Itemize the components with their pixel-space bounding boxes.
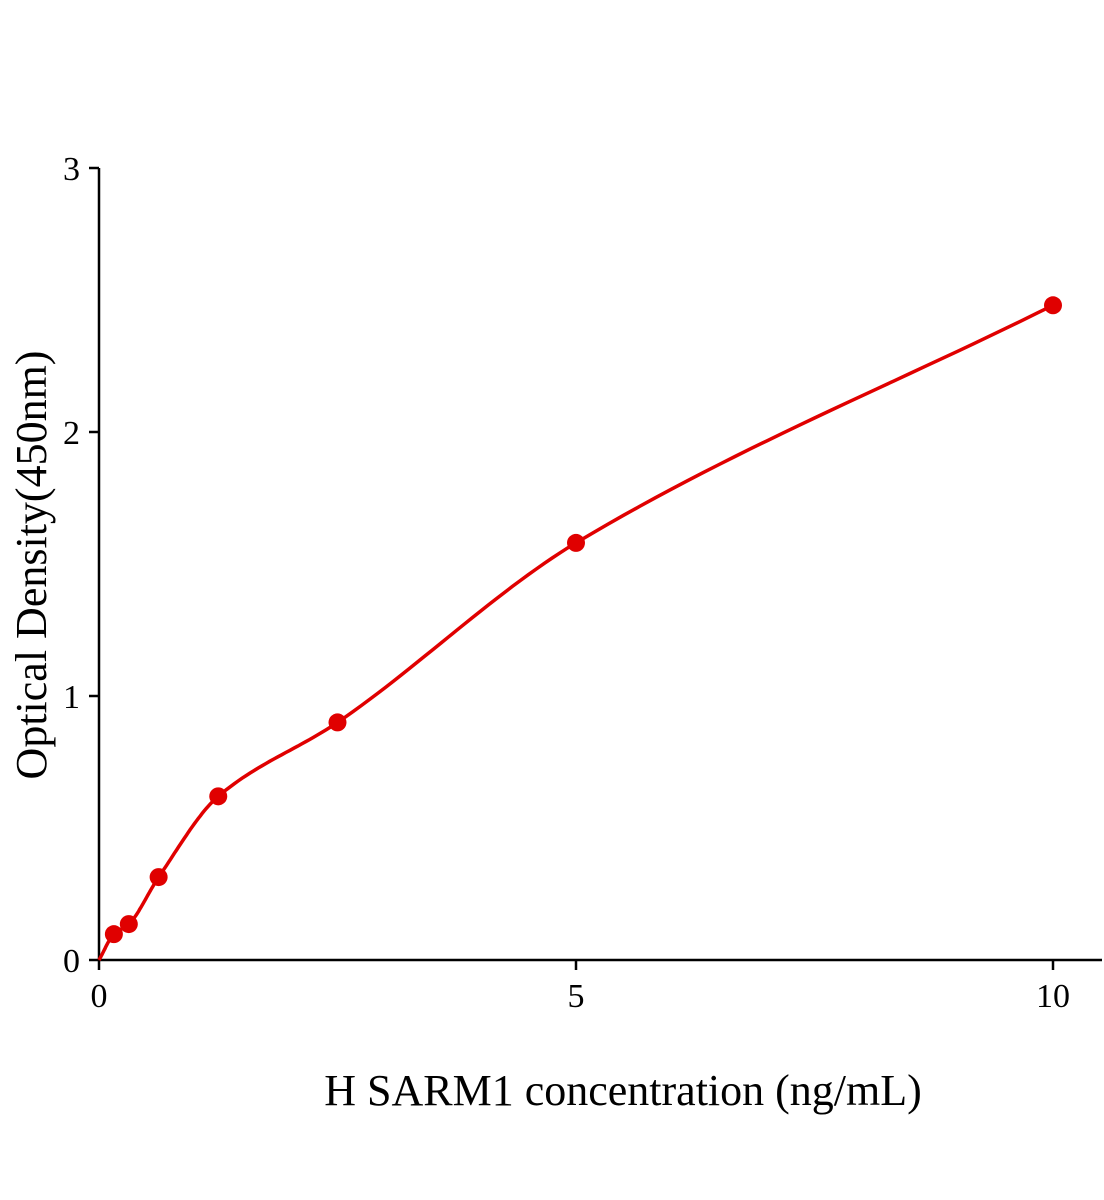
x-tick-label-5: 5 — [568, 978, 585, 1015]
y-tick-label-2: 2 — [63, 415, 80, 452]
data-point — [1044, 296, 1062, 315]
data-point — [119, 915, 138, 934]
data-points — [104, 296, 1062, 944]
y-tick-label-1: 1 — [63, 679, 80, 716]
x-tick-label-10: 10 — [1036, 978, 1070, 1015]
axes — [89, 166, 1102, 970]
x-axis-label: H SARM1 concentration (ng/mL) — [324, 1066, 922, 1115]
y-axis-label: Optical Density(450nm) — [7, 351, 56, 780]
y-tick-label-0: 0 — [63, 943, 80, 980]
data-point — [209, 787, 228, 806]
y-tick-label-3: 3 — [63, 151, 80, 188]
data-point — [149, 868, 168, 887]
data-point — [328, 713, 347, 732]
data-point — [104, 925, 123, 944]
x-tick-label-0: 0 — [91, 978, 108, 1015]
data-point — [567, 533, 585, 552]
fit-curve — [97, 303, 1054, 961]
